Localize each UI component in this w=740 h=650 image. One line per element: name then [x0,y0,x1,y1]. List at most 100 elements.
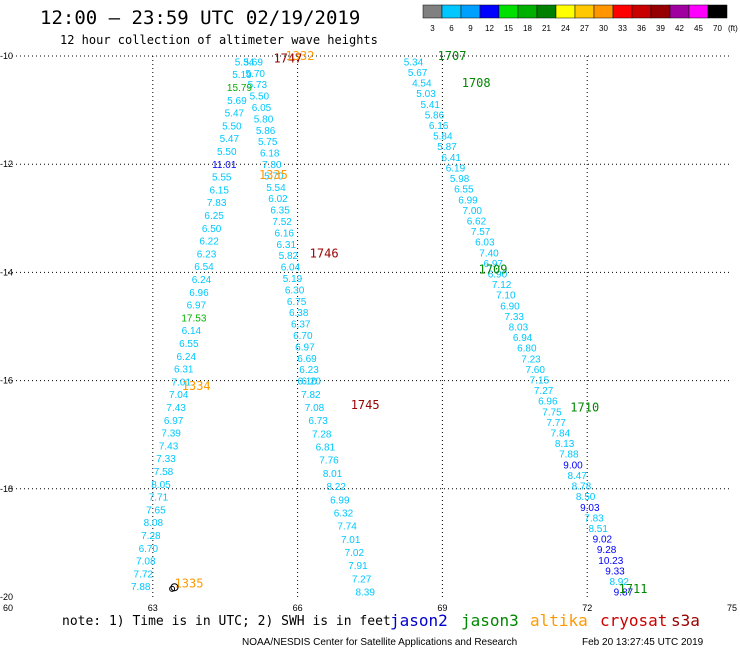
wave-height-value: 7.88 [131,582,151,593]
wave-height-value: 6.97 [295,342,315,353]
footer-note: note: 1) Time is in UTC; 2) SWH is in fe… [62,614,391,629]
x-tick-label: 72 [582,603,592,613]
color-scale-unit: (ft) [728,24,738,33]
wave-height-value: 7.84 [551,429,571,440]
wave-height-value: 7.33 [504,312,524,323]
color-scale-label: 9 [468,24,473,33]
wave-height-value: 6.25 [204,211,224,222]
wave-height-value: 6.23 [197,249,217,260]
wave-height-value: 5.69 [227,96,247,107]
color-scale-label: 27 [580,24,589,33]
color-swatch [536,4,557,19]
wave-height-value: 7.39 [161,429,181,440]
wave-height-value: 5.86 [256,126,276,137]
wave-height-value: 6.62 [467,216,487,227]
wave-height-value: 8.39 [355,588,375,599]
wave-height-value: 6.96 [189,288,209,299]
time-label: 1710 [570,401,599,415]
wave-height-value: 7.27 [534,386,554,397]
wave-height-value: 10.23 [598,556,623,567]
wave-height-value: 7.88 [559,450,579,461]
wave-height-value: 6.99 [458,195,478,206]
wave-height-value: 5.82 [279,251,299,262]
wave-height-value: 6.31 [174,365,194,376]
wave-height-value: 8.22 [326,482,346,493]
time-label: 1711 [619,582,648,596]
track-start-marker [170,583,179,592]
wave-height-value: 7.23 [521,354,541,365]
satellite-legend-altika: altika [530,611,588,630]
color-scale-label: 39 [656,24,665,33]
track-altika: 6.10 7.82 7.08 6.73 7.28 6.81 7.76 8.01 8.22 6.99… [298,377,376,599]
y-tick-label: -18 [0,484,13,494]
wave-height-value: 7.43 [166,403,186,414]
wave-height-value: 8.92 [609,577,629,588]
axes: 60 63 66 69 72 75 -10 -12 -14 -16 -18 -20 [0,51,737,613]
wave-height-value: 6.10 [298,377,318,388]
wave-height-value: 7.43 [159,441,179,452]
wave-height-value: 5.70 [264,171,284,182]
wave-height-value: 7.15 [530,376,550,387]
wave-height-value: 6.20 [301,377,321,388]
time-label: 1332 [286,49,315,63]
color-scale-label: 6 [449,24,454,33]
wave-height-value: 7.02 [345,548,365,559]
color-scale-label: 70 [713,24,722,33]
wave-height-value: 7.01 [171,377,191,388]
track-start-marker [169,585,176,592]
wave-height-value: 7.00 [462,206,482,217]
time-label: 1707 [438,49,467,63]
chart-title: 12:00 — 23:59 UTC 02/19/2019 [40,7,360,29]
wave-height-value: 6.31 [277,240,297,251]
color-scale-legend: 3 6 9 12 15 18 21 24 27 30 33 36 39 42 45 70 (ft) [422,4,738,33]
wave-height-value: 8.78 [572,482,592,493]
wave-height-value: 6.05 [252,103,272,114]
color-swatch [574,4,595,19]
color-swatch [460,4,481,19]
time-label: 1335 [259,168,288,182]
wave-height-value: 6.90 [500,301,520,312]
track-s3a: 5.695.705.735.506.055.805.865.756.187.80… [243,57,321,387]
satellite-legend-s3a: s3a [671,611,700,630]
wave-height-value: 9.03 [580,503,600,514]
wave-height-value: 6.24 [177,352,197,363]
wave-height-value: 7.83 [207,198,227,209]
wave-height-value: 5.55 [212,173,232,184]
color-swatch [631,4,652,19]
y-tick-label: -20 [0,592,13,602]
wave-height-value: 5.80 [254,114,274,125]
wave-height-value: 6.70 [139,544,159,555]
color-swatch [650,4,671,19]
wave-height-value: 6.55 [454,185,474,196]
wave-height-value: 7.40 [479,248,499,259]
color-scale-label: 30 [599,24,608,33]
wave-height-value: 6.30 [285,285,305,296]
wave-height-value: 6.97 [187,301,207,312]
color-swatch [498,4,519,19]
time-label: 1747 [273,52,302,66]
color-scale-label: 21 [542,24,551,33]
x-tick-label: 63 [148,603,158,613]
wave-height-value: 5.67 [408,68,428,79]
start-markers [169,583,179,592]
color-scale-label: 33 [618,24,627,33]
wave-height-value: 6.96 [538,397,558,408]
color-scale-label: 36 [637,24,646,33]
wave-height-value: 7.28 [312,429,332,440]
wave-height-value: 8.08 [144,518,164,529]
wave-height-value: 6.14 [182,326,202,337]
y-tick-label: -10 [0,51,13,61]
wave-height-value: 5.98 [450,174,470,185]
wave-height-value: 4.54 [412,79,432,90]
color-scale-label: 12 [485,24,494,33]
time-label: 1709 [479,263,508,277]
wave-height-value: 7.74 [337,522,357,533]
wave-height-value: 7.28 [141,531,161,542]
wave-height-value: 6.23 [299,365,319,376]
time-label: 1334 [182,379,211,393]
wave-height-value: 5.54 [266,183,286,194]
wave-height-value: 6.04 [281,263,301,274]
wave-height-value: 7.10 [496,291,516,302]
